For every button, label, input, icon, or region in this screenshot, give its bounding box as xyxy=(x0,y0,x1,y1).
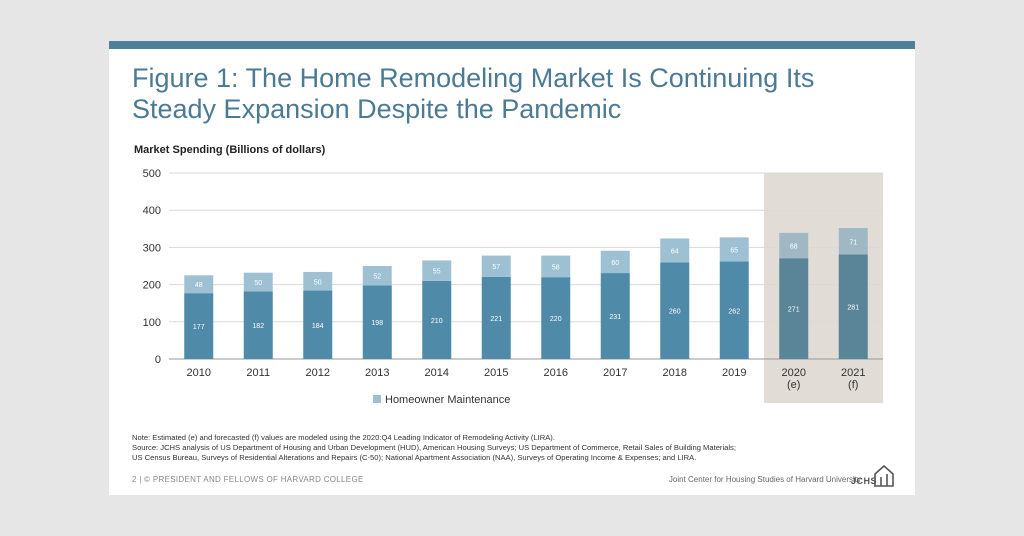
x-tick-label: 2020 xyxy=(782,367,806,379)
data-label-maintenance: 58 xyxy=(552,264,560,271)
bar-maintenance xyxy=(779,232,809,259)
data-label-improvement: 281 xyxy=(847,305,859,312)
x-tick-label: 2014 xyxy=(425,367,449,379)
data-label-maintenance: 60 xyxy=(611,260,619,267)
legend-label-maintenance: Homeowner Maintenance xyxy=(385,394,510,406)
bar-improvement xyxy=(838,254,868,359)
bar-improvement xyxy=(243,291,273,359)
data-label-improvement: 184 xyxy=(312,323,324,330)
jchs-logo: JCHS xyxy=(851,465,895,489)
data-label-maintenance: 50 xyxy=(314,279,322,286)
bar-maintenance xyxy=(184,275,214,294)
data-label-improvement: 221 xyxy=(490,316,502,323)
x-tick-label: 2016 xyxy=(544,367,568,379)
bar-maintenance xyxy=(303,271,333,291)
bar-improvement xyxy=(481,276,511,359)
title-line-2: Steady Expansion Despite the Pandemic xyxy=(132,94,622,124)
y-tick-label: 100 xyxy=(143,317,161,329)
bar-maintenance xyxy=(838,228,868,255)
data-label-improvement: 231 xyxy=(609,314,621,321)
bar-improvement xyxy=(779,258,809,359)
x-tick-label: (e) xyxy=(787,379,800,391)
data-label-improvement: 262 xyxy=(728,308,740,315)
x-tick-label: 2013 xyxy=(365,367,389,379)
slide-title: Figure 1: The Home Remodeling Market Is … xyxy=(132,63,892,125)
source-line: Source: JCHS analysis of US Department o… xyxy=(132,443,736,452)
data-label-maintenance: 57 xyxy=(492,264,500,271)
data-label-maintenance: 65 xyxy=(730,247,738,254)
bar-improvement xyxy=(184,293,214,359)
y-tick-label: 0 xyxy=(155,354,161,366)
bar-chart: Market Spending (Billions of dollars) 0 10… xyxy=(134,144,883,406)
footer-copyright: 2 | © PRESIDENT AND FELLOWS OF HARVARD C… xyxy=(132,475,364,484)
data-label-improvement: 182 xyxy=(252,323,264,330)
chart-notes: Note: Estimated (e) and forecasted (f) v… xyxy=(132,433,902,463)
x-tick-label: 2018 xyxy=(663,367,687,379)
data-label-improvement: 271 xyxy=(788,307,800,314)
title-line-1: Figure 1: The Home Remodeling Market Is … xyxy=(132,63,815,93)
bar-maintenance xyxy=(362,266,392,286)
x-tick-label: (f) xyxy=(848,379,858,391)
bar-maintenance xyxy=(243,272,273,292)
data-label-improvement: 177 xyxy=(193,324,205,331)
y-axis-label: Market Spending (Billions of dollars) xyxy=(134,144,326,156)
bar-maintenance xyxy=(600,250,630,274)
x-tick-label: 2012 xyxy=(306,367,330,379)
y-tick-label: 400 xyxy=(143,205,161,217)
bar-maintenance xyxy=(541,255,571,278)
source-line: US Census Bureau, Surveys of Residential… xyxy=(132,453,697,462)
bar-maintenance xyxy=(422,260,452,281)
bar-improvement xyxy=(422,280,452,359)
bar-maintenance xyxy=(660,238,690,263)
data-label-maintenance: 64 xyxy=(671,248,679,255)
bar-improvement xyxy=(600,273,630,359)
data-label-improvement: 210 xyxy=(431,318,443,325)
data-label-maintenance: 50 xyxy=(254,280,262,287)
x-tick-label: 2019 xyxy=(722,367,746,379)
bar-improvement xyxy=(541,277,571,359)
house-logo-icon xyxy=(874,465,894,487)
footer-org-name: Joint Center for Housing Studies of Harv… xyxy=(668,475,861,484)
accent-bar xyxy=(109,41,915,49)
bar-improvement xyxy=(719,261,749,359)
bar-improvement xyxy=(362,285,392,359)
data-label-maintenance: 71 xyxy=(849,239,857,246)
data-label-maintenance: 68 xyxy=(790,244,798,251)
data-label-maintenance: 55 xyxy=(433,269,441,276)
bar-improvement xyxy=(660,262,690,359)
data-label-improvement: 260 xyxy=(669,309,681,316)
x-tick-label: 2011 xyxy=(246,367,270,379)
bar-maintenance xyxy=(719,237,749,262)
x-tick-label: 2015 xyxy=(484,367,508,379)
y-tick-label: 500 xyxy=(143,168,161,180)
logo-text: JCHS xyxy=(851,476,878,486)
y-tick-label: 200 xyxy=(143,280,161,292)
legend-swatch-maintenance xyxy=(373,395,381,403)
x-tick-label: 2017 xyxy=(603,367,627,379)
data-label-improvement: 198 xyxy=(371,320,383,327)
data-label-maintenance: 48 xyxy=(195,282,203,289)
data-label-improvement: 220 xyxy=(550,316,562,323)
x-tick-label: 2021 xyxy=(841,367,865,379)
data-label-maintenance: 52 xyxy=(373,274,381,281)
bar-improvement xyxy=(303,290,333,359)
bar-maintenance xyxy=(481,255,511,277)
y-tick-label: 300 xyxy=(143,242,161,254)
slide: Figure 1: The Home Remodeling Market Is … xyxy=(109,41,915,495)
note-line: Note: Estimated (e) and forecasted (f) v… xyxy=(132,433,555,442)
x-tick-label: 2010 xyxy=(187,367,211,379)
